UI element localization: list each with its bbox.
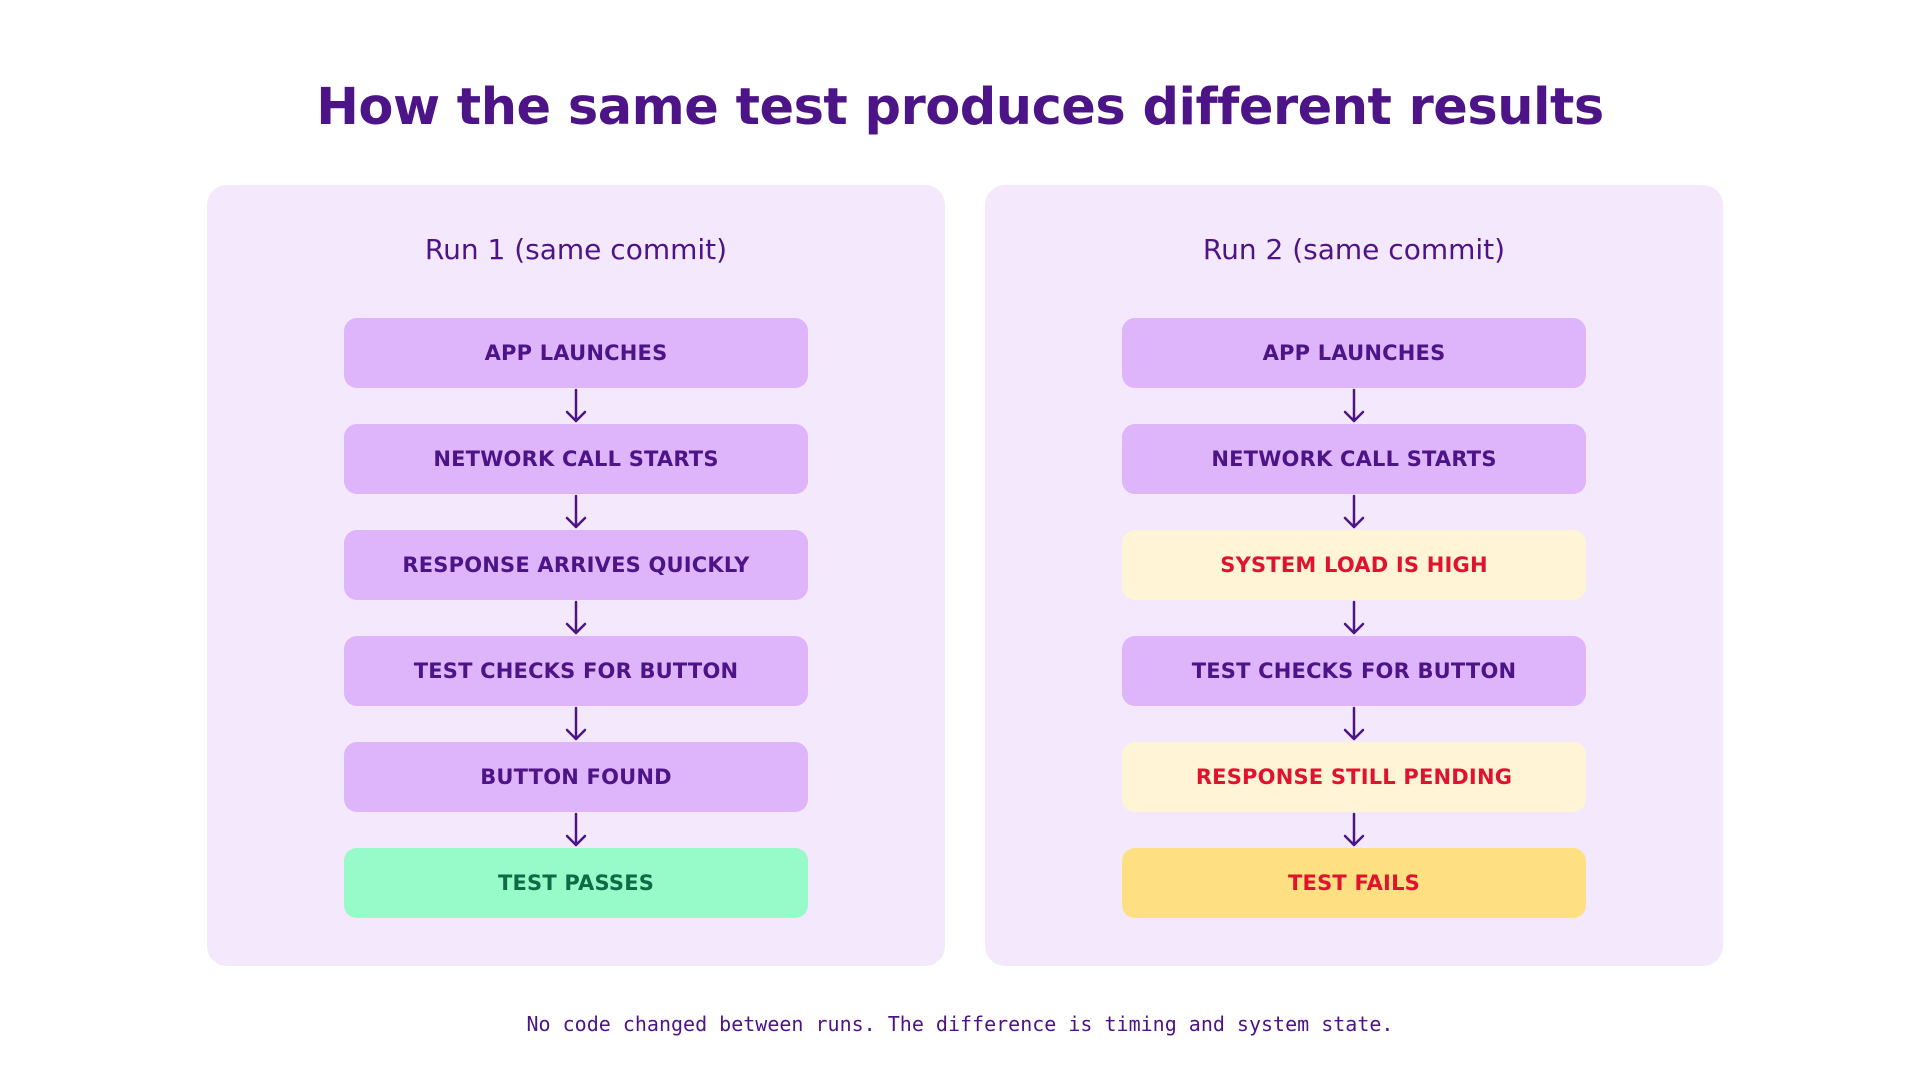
down-arrow-icon bbox=[344, 494, 808, 530]
run-1-step-test-passes: TEST PASSES bbox=[344, 848, 808, 918]
diagram-title: How the same test produces different res… bbox=[316, 78, 1604, 137]
run-2-panel: Run 2 (same commit) APP LAUNCHES NETWORK… bbox=[985, 185, 1723, 966]
down-arrow-icon bbox=[1122, 812, 1586, 848]
run-1-step-app-launches: APP LAUNCHES bbox=[344, 318, 808, 388]
run-2-step-app-launches: APP LAUNCHES bbox=[1122, 318, 1586, 388]
run-2-step-test-fails: TEST FAILS bbox=[1122, 848, 1586, 918]
down-arrow-icon bbox=[344, 706, 808, 742]
run-1-flow: APP LAUNCHES NETWORK CALL STARTS RESPONS… bbox=[344, 318, 808, 918]
footnote: No code changed between runs. The differ… bbox=[526, 1012, 1394, 1036]
run-1-panel: Run 1 (same commit) APP LAUNCHES NETWORK… bbox=[207, 185, 945, 966]
down-arrow-icon bbox=[1122, 706, 1586, 742]
run-1-step-test-checks: TEST CHECKS FOR BUTTON bbox=[344, 636, 808, 706]
down-arrow-icon bbox=[1122, 494, 1586, 530]
run-2-step-response-pending: RESPONSE STILL PENDING bbox=[1122, 742, 1586, 812]
down-arrow-icon bbox=[344, 388, 808, 424]
run-1-title: Run 1 (same commit) bbox=[424, 233, 728, 266]
run-2-title: Run 2 (same commit) bbox=[1202, 233, 1506, 266]
run-1-step-button-found: BUTTON FOUND bbox=[344, 742, 808, 812]
run-2-flow: APP LAUNCHES NETWORK CALL STARTS SYSTEM … bbox=[1122, 318, 1586, 918]
down-arrow-icon bbox=[1122, 388, 1586, 424]
down-arrow-icon bbox=[344, 600, 808, 636]
run-2-step-network-call: NETWORK CALL STARTS bbox=[1122, 424, 1586, 494]
down-arrow-icon bbox=[344, 812, 808, 848]
run-1-step-network-call: NETWORK CALL STARTS bbox=[344, 424, 808, 494]
run-2-step-system-load: SYSTEM LOAD IS HIGH bbox=[1122, 530, 1586, 600]
run-1-step-response-arrives: RESPONSE ARRIVES QUICKLY bbox=[344, 530, 808, 600]
run-2-step-test-checks: TEST CHECKS FOR BUTTON bbox=[1122, 636, 1586, 706]
down-arrow-icon bbox=[1122, 600, 1586, 636]
